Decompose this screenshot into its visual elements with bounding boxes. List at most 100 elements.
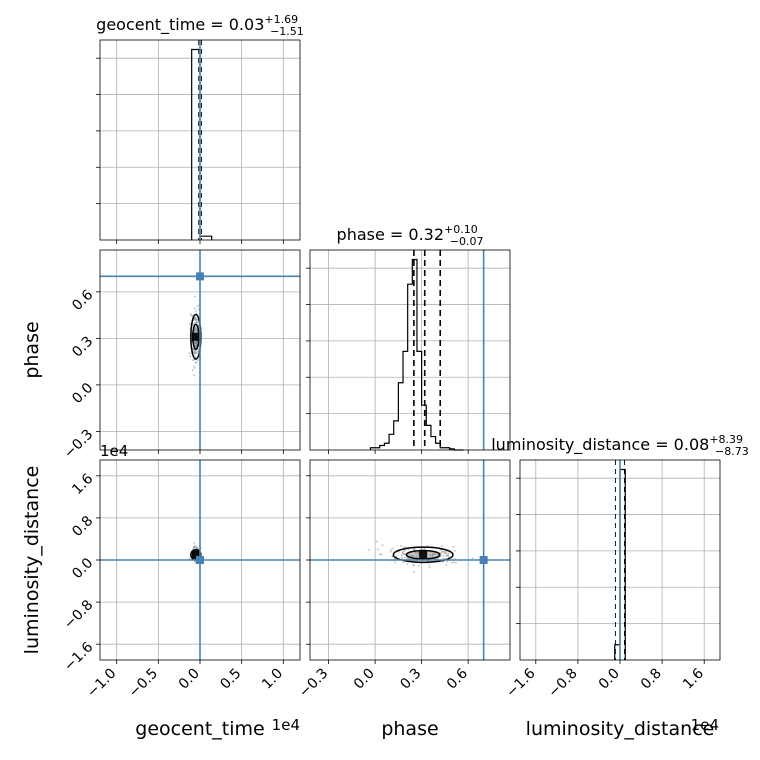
sample-point: [407, 548, 410, 551]
sample-point: [413, 570, 416, 573]
sample-point: [196, 329, 198, 332]
contour-outer: [190, 313, 202, 360]
sample-point: [194, 330, 196, 333]
sample-point: [188, 352, 191, 355]
sample-point: [417, 556, 420, 559]
y-tick-label: −0.8: [61, 597, 96, 632]
sample-point: [445, 552, 448, 555]
sample-point: [443, 551, 446, 554]
title-luminosity_distance: luminosity_distance = 0.08+8.39 −8.73: [491, 433, 749, 458]
sample-point: [446, 554, 449, 557]
sample-point: [401, 556, 403, 559]
sample-point: [447, 556, 450, 558]
sample-point: [439, 555, 442, 558]
x-axis-label-phase: phase: [381, 718, 438, 740]
sample-point: [389, 550, 392, 553]
sample-point: [413, 564, 416, 567]
sample-point: [192, 350, 195, 352]
sample-point: [403, 552, 405, 555]
x-axis-label-luminosity_distance: luminosity_distance: [526, 718, 715, 740]
sample-point: [379, 553, 382, 556]
sample-point: [397, 551, 400, 553]
truth-point: [196, 556, 204, 564]
sample-point: [404, 556, 406, 559]
truth-point: [479, 556, 488, 564]
sample-point: [193, 560, 196, 563]
sample-point: [448, 552, 451, 555]
truth-point: [196, 272, 204, 281]
sample-point: [195, 310, 197, 312]
contour-outer: [392, 546, 454, 564]
sample-point: [451, 561, 454, 564]
x-tick-label: 0.8: [638, 666, 665, 693]
sample-point: [196, 321, 199, 324]
sample-point: [194, 316, 197, 319]
sample-point: [193, 307, 196, 310]
sample-point: [194, 355, 197, 358]
sample-point: [389, 548, 392, 551]
sample-point: [194, 344, 197, 347]
sample-point: [191, 369, 194, 372]
sample-point: [455, 561, 457, 564]
sample-point: [423, 547, 426, 550]
y-tick-label: 1.6: [69, 471, 96, 498]
hist-panel-phase: phase = 0.32+0.10 −0.07: [306, 223, 511, 454]
x-tick-label: −0.8: [545, 666, 580, 701]
sample-point: [194, 328, 197, 331]
sample-point: [195, 547, 198, 550]
y-axis-label-luminosity_distance: luminosity_distance: [21, 466, 43, 655]
density-peak: [191, 332, 200, 341]
sample-point: [415, 554, 418, 557]
y-tick-label: 0.6: [69, 287, 96, 314]
sample-point: [394, 561, 397, 564]
panel-frame: [99, 459, 301, 661]
sample-point: [410, 554, 413, 557]
sample-point: [196, 304, 199, 307]
x-tick-label: 0.3: [397, 666, 424, 693]
sample-point: [194, 546, 197, 548]
sample-point: [420, 548, 423, 550]
sample-point: [406, 563, 409, 565]
sample-point: [193, 542, 195, 544]
sample-point: [403, 549, 406, 552]
sample-point: [391, 555, 394, 558]
x-tick-label: 0.0: [176, 666, 203, 693]
histogram-phase: [369, 258, 464, 451]
sample-point: [192, 351, 195, 354]
sample-point: [194, 319, 197, 321]
sample-point: [196, 352, 198, 354]
density-peak: [191, 550, 200, 559]
sample-point: [428, 554, 431, 557]
contour-inner: [192, 551, 200, 559]
sample-point: [196, 359, 199, 362]
title-geocent_time: geocent_time = 0.03+1.69 −1.51: [96, 13, 304, 38]
sample-point: [192, 547, 195, 550]
sample-point: [381, 544, 384, 546]
y-tick-label: −1.6: [61, 639, 96, 674]
sample-point: [415, 551, 417, 554]
sample-point: [194, 351, 197, 354]
sample-point: [197, 350, 199, 353]
sample-point: [445, 563, 447, 566]
sample-point: [194, 544, 197, 547]
sample-point: [440, 545, 443, 547]
sample-point: [189, 355, 192, 357]
density-peak: [419, 550, 428, 559]
y-tick-label: 0.0: [69, 555, 96, 582]
sample-point: [446, 560, 448, 563]
sample-point: [191, 359, 194, 362]
sample-point: [413, 547, 416, 550]
sample-point: [188, 557, 191, 560]
sample-point: [193, 322, 196, 324]
sample-point: [471, 557, 474, 560]
sample-point: [192, 365, 195, 368]
sample-point: [194, 349, 197, 352]
sample-point: [368, 549, 370, 551]
sample-point: [376, 548, 379, 551]
offset-label-geocent-time: 1e4: [272, 716, 300, 734]
sample-point: [193, 367, 196, 369]
panel-frame: [309, 249, 511, 451]
sample-point: [453, 549, 456, 552]
contour-inner: [192, 323, 200, 351]
